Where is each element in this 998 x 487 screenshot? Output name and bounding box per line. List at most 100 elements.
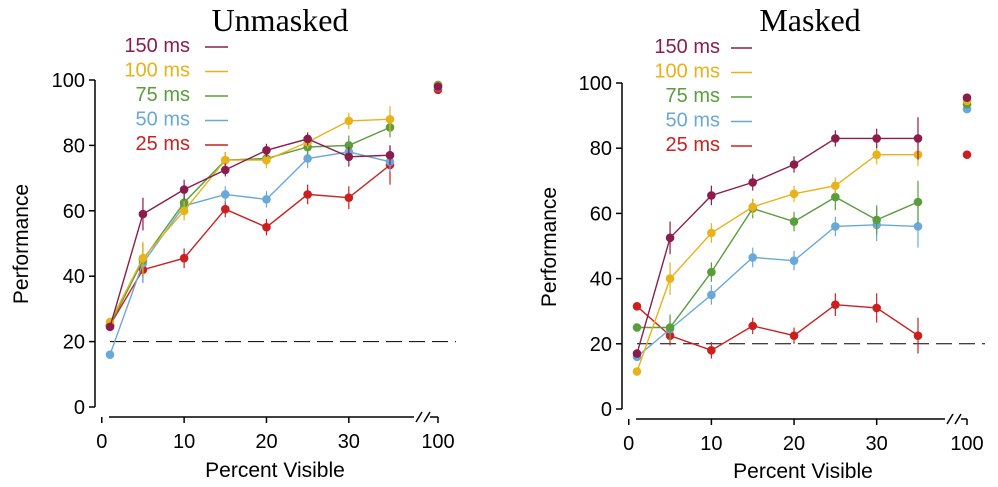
- panel-2-series-150-ms-point: [632, 349, 642, 358]
- panel-2-series-150-ms-point: [665, 233, 675, 243]
- panel-2-series-25-ms-point: [913, 331, 923, 340]
- panel-2-series-150-ms-point: [831, 134, 840, 143]
- panel-2-x-tick-label: 30: [866, 433, 888, 455]
- panel-2-series-25-ms-point: [872, 303, 881, 313]
- panel-2-series-25-ms-line: [636, 303, 919, 352]
- panel-2-series-75-ms-line: [637, 196, 919, 329]
- panel-2-y-tick-label: 0: [601, 399, 612, 421]
- panel-1-series-150-ms-point: [303, 134, 312, 144]
- panel-1-series-50-ms-point: [262, 195, 271, 204]
- panel-2-series-100-ms-point: [665, 274, 675, 283]
- panel-1-x-tick-label: 30: [338, 431, 360, 453]
- panel-1-series-150-ms-point: [385, 150, 395, 160]
- panel-1-x-tick-label: 10: [173, 431, 195, 453]
- panel-1-series-150-ms-point: [262, 146, 271, 155]
- panel-2-series-50-ms-point: [707, 290, 716, 300]
- panel-2-series-75-ms-point: [632, 323, 642, 332]
- panel-1-y-tick-label: 80: [63, 135, 85, 157]
- panel-1-series-50-ms-point: [105, 350, 115, 359]
- panel-1-series-50-ms-point: [303, 154, 312, 163]
- panel-2-series-150-ms-point: [789, 160, 799, 169]
- panel-1-series-100-ms-point: [344, 116, 354, 126]
- panel-1-series-150-ms-point: [220, 165, 230, 175]
- panel-2-y-tick-label: 60: [590, 203, 612, 225]
- panel-2-legend-label: 150 ms: [654, 36, 720, 58]
- panel-2-series-25-ms-point: [748, 321, 758, 331]
- panel-2-legend-label: 50 ms: [666, 110, 720, 132]
- panel-2-series-150-ms-point: [872, 134, 881, 143]
- panel-1-series-150-ms-point-100: [433, 82, 443, 91]
- panel-2-series-150-ms-point: [913, 134, 923, 143]
- panel-2-series-50-ms-point: [913, 222, 923, 231]
- panel-1-series-25-ms-point: [179, 253, 189, 263]
- panel-2-series-75-ms-point: [913, 197, 923, 207]
- panel-2-x-tick-label: 0: [623, 433, 634, 455]
- panel-2-series-100-ms-point: [632, 367, 642, 376]
- panel-1-y-tick-label: 40: [63, 266, 85, 288]
- panel-2-x-tick-label: 10: [700, 433, 722, 455]
- panel-1-series-25-ms-point: [303, 190, 312, 199]
- panel-1-x-tick-label: 100: [421, 431, 454, 453]
- panel-1-series-150-ms-point: [138, 209, 148, 219]
- panel-1-legend-label: 25 ms: [136, 133, 190, 155]
- panel-1-y-axis-label: Performance: [10, 184, 33, 304]
- panel-1-series-100-ms-point: [138, 253, 148, 263]
- panel-2-series-75-ms-point: [707, 267, 716, 277]
- panel-2-series-75-ms-point: [789, 217, 799, 226]
- panel-2-series-25-ms-point: [789, 331, 799, 340]
- panel-2-x-tick-label: 20: [783, 433, 805, 455]
- panel-2-x-axis-label: Percent Visible: [733, 460, 873, 483]
- panel-2-series-25-ms-point: [707, 346, 716, 355]
- panel-1-y-tick-label: 100: [52, 70, 85, 92]
- panel-1-series-100-ms-point: [262, 155, 271, 165]
- panel-2-y-tick-label: 20: [590, 334, 612, 356]
- panel-2-legend-label: 75 ms: [666, 85, 720, 107]
- panel-2-series-100-ms-line: [636, 153, 918, 372]
- panel-2-legend-label: 25 ms: [666, 134, 720, 156]
- panel-1-y-tick-label: 60: [63, 201, 85, 223]
- panel-1-series-25-ms-point: [262, 222, 271, 232]
- panel-1-y-tick-label: 0: [74, 397, 85, 419]
- panel-2-y-tick-label: 100: [579, 73, 612, 95]
- panel-1-series-75-ms-point: [344, 141, 354, 150]
- panel-1-series-150-ms-point: [105, 322, 115, 332]
- panel-2-series-150-ms-point: [748, 178, 758, 187]
- panel-2-chart: Masked 0 20 40 60 80 100 0 10 20 30 100 Percent Visi…: [538, 2, 985, 483]
- panel-2-series-25-ms-point: [831, 300, 840, 309]
- panel-1-series-25-ms-point: [220, 204, 230, 214]
- panel-1-series-25-ms-point: [344, 193, 354, 203]
- panel-2-series-50-ms-line: [636, 224, 919, 358]
- panel-1-legend-label: 100 ms: [124, 60, 190, 82]
- panel-2-series-100-ms-point: [789, 189, 799, 199]
- panel-2-series-150-ms-line: [636, 137, 918, 354]
- panel-1-series-25-ms-line: [109, 164, 391, 326]
- panel-1-legend-label: 150 ms: [124, 35, 190, 57]
- panel-1-series-100-ms-point: [220, 155, 230, 165]
- panel-2-series-100-ms-point: [748, 202, 758, 212]
- panel-1-series-100-ms-point: [385, 114, 395, 124]
- panel-1-title: Unmasked: [212, 2, 349, 38]
- panel-2-legend-label: 100 ms: [654, 61, 720, 83]
- panel-1-x-tick-label: 20: [255, 431, 277, 453]
- panel-1-x-axis-label: Percent Visible: [205, 459, 345, 482]
- panel-2-y-tick-label: 40: [590, 269, 612, 291]
- panel-1-y-tick-label: 20: [63, 332, 85, 354]
- panel-2-series-150-ms-point-100: [962, 93, 972, 102]
- panel-2-series-25-ms-point-100: [962, 150, 972, 160]
- panel-2-series-75-ms-point: [872, 215, 881, 225]
- panel-2-series-25-ms-point: [632, 302, 642, 311]
- panel-2-axis-break-mark: [946, 413, 954, 425]
- panel-1-axis-break-mark: [423, 411, 431, 423]
- panel-2-series-50-ms-point: [831, 222, 840, 231]
- panel-1-series-150-ms-point: [344, 152, 354, 162]
- panel-2-x-tick-label: 100: [950, 433, 983, 455]
- panel-1-legend-label: 50 ms: [136, 109, 190, 131]
- panel-1-series-100-ms-point: [179, 206, 189, 216]
- panel-2-series-50-ms-point: [789, 256, 799, 265]
- panel-2-series-100-ms-point: [831, 181, 840, 190]
- panel-2-series-75-ms-point: [831, 192, 840, 202]
- panel-2-series-50-ms-point: [748, 253, 758, 262]
- panel-1-series-50-ms-line: [109, 151, 391, 355]
- panel-1-series-50-ms-point: [220, 190, 230, 199]
